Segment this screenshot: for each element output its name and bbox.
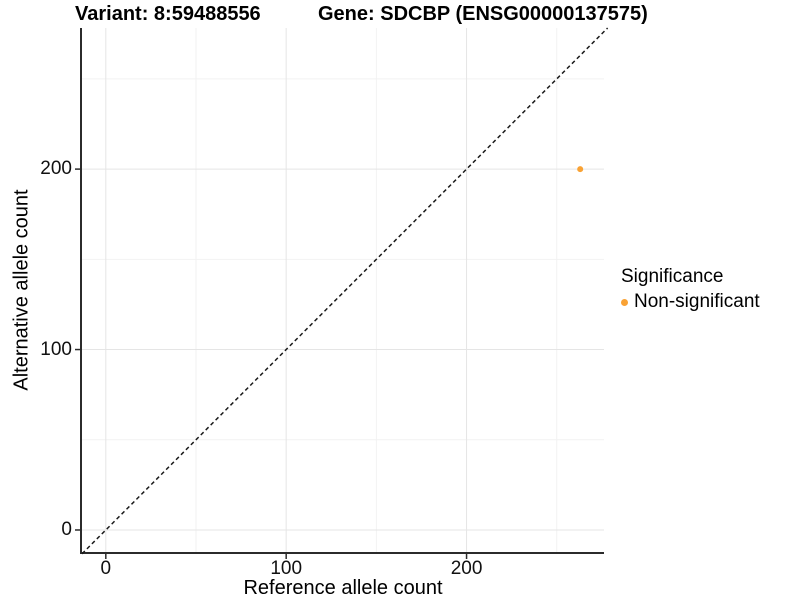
legend-item-non-significant: Non-significant <box>621 291 760 313</box>
y-tick-label: 100 <box>40 338 72 360</box>
plot-panel <box>75 27 609 559</box>
data-point <box>577 166 584 173</box>
x-tick-label: 0 <box>100 558 112 579</box>
legend-point-icon <box>621 298 628 306</box>
identity-dashed-line <box>81 27 609 555</box>
y-tick-label: 0 <box>61 518 72 540</box>
legend-title: Significance <box>621 266 724 287</box>
x-axis-title: Reference allele count <box>243 577 443 599</box>
legend: Significance Non-significant <box>621 266 760 313</box>
plot-title-variant: Variant: 8:59488556 <box>75 3 261 25</box>
y-tick-label: 200 <box>40 158 72 180</box>
x-tick-label: 100 <box>270 558 303 579</box>
plot-canvas <box>75 27 609 559</box>
plot-title-gene: Gene: SDCBP (ENSG00000137575) <box>318 3 648 25</box>
x-tick-label: 200 <box>450 558 483 579</box>
legend-item-label: Non-significant <box>634 291 760 312</box>
